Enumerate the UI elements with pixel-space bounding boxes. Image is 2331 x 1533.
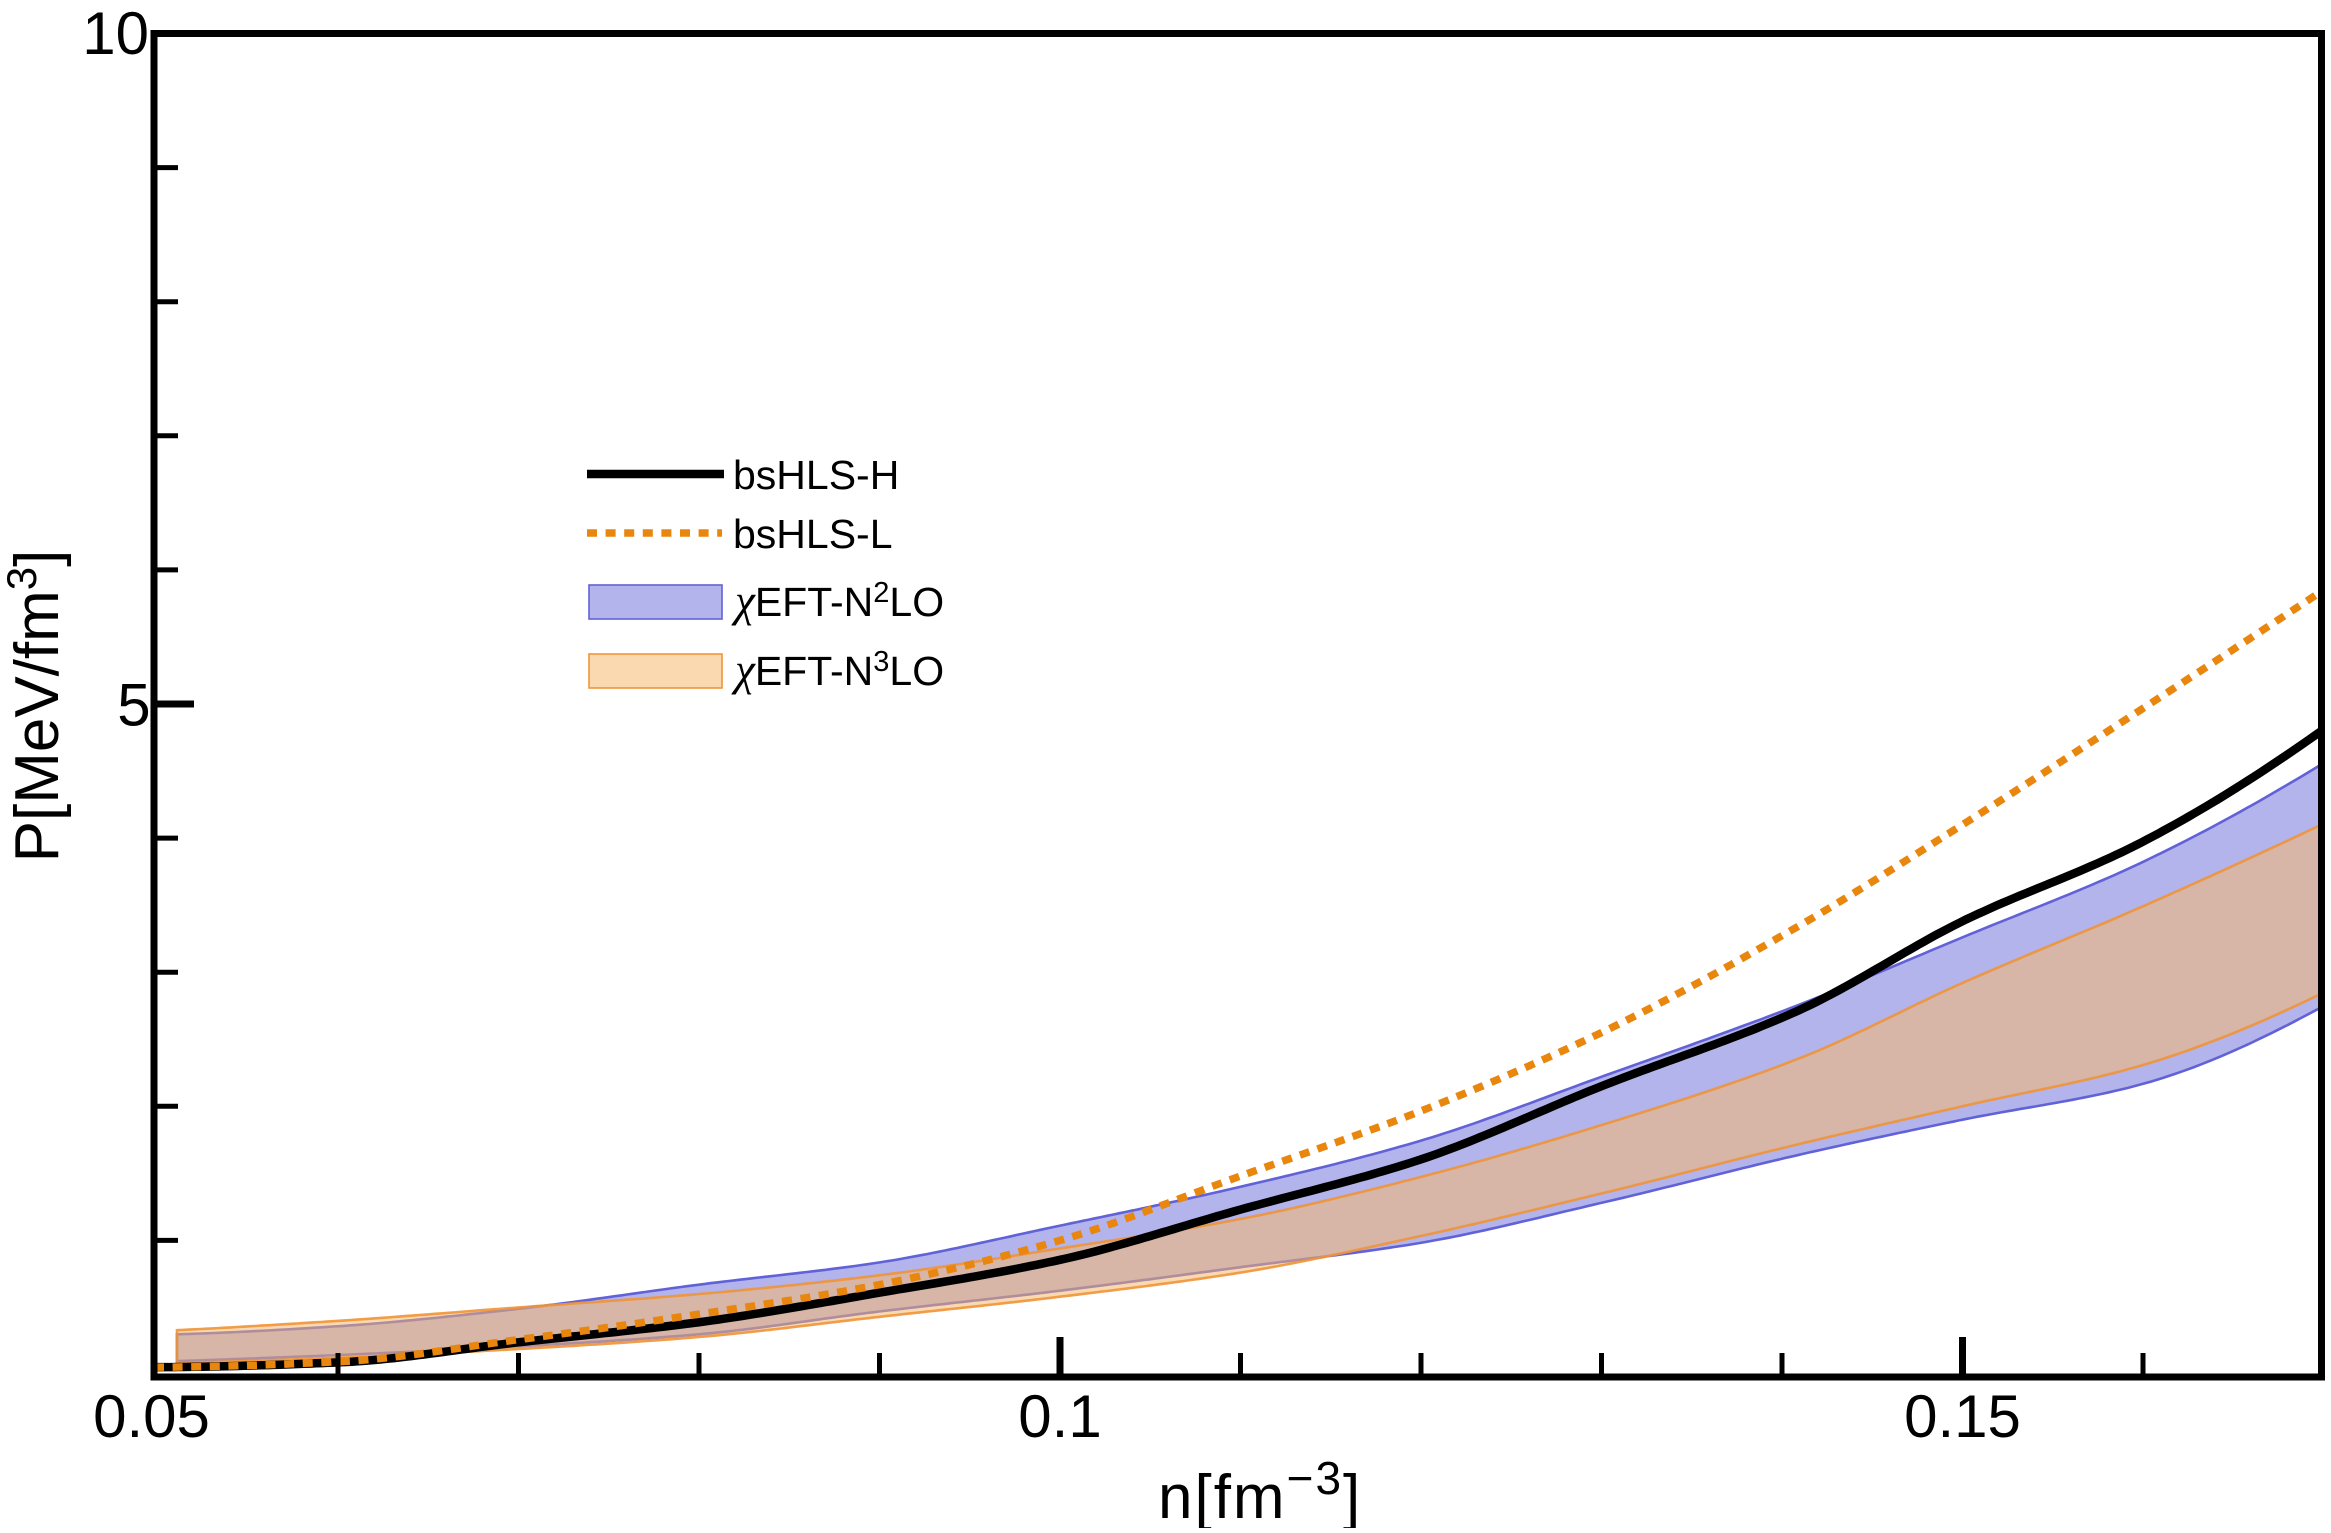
svg-text:bsHLS-H: bsHLS-H [733, 452, 899, 498]
svg-text:0.1: 0.1 [1018, 1383, 1101, 1450]
svg-text:0.05: 0.05 [93, 1383, 210, 1450]
svg-text:5: 5 [117, 672, 150, 739]
svg-text:0.15: 0.15 [1904, 1383, 2021, 1450]
svg-text:χEFT-N2LO: χEFT-N2LO [731, 576, 944, 626]
svg-text:bsHLS-L: bsHLS-L [733, 511, 893, 557]
svg-text:P[MeV/fm3]: P[MeV/fm3] [0, 550, 72, 863]
svg-text:10: 10 [82, 0, 149, 67]
svg-text:χEFT-N3LO: χEFT-N3LO [731, 645, 944, 695]
